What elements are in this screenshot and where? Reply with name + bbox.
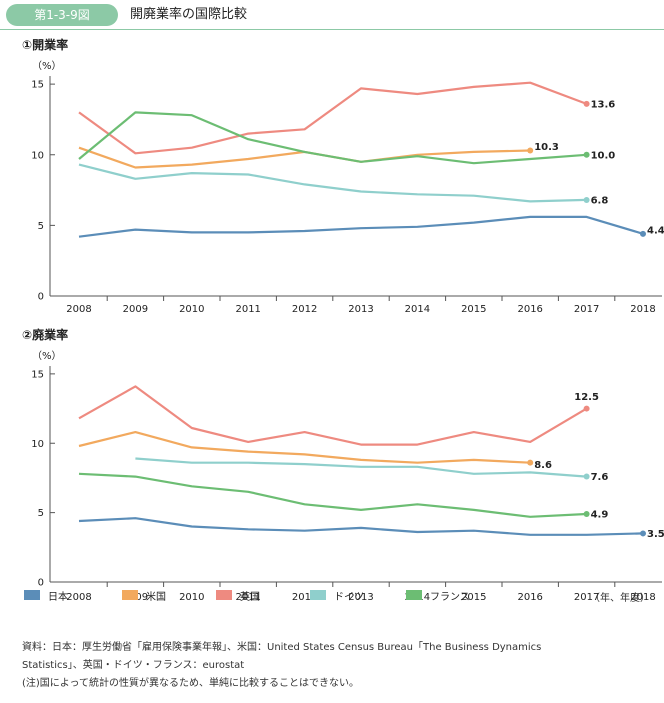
closing-series-line-uk <box>78 385 588 446</box>
legend-item-uk: 英国 <box>216 585 260 605</box>
opening-chart-title: ①開業率 <box>22 37 68 52</box>
opening-series-line-france <box>78 111 587 165</box>
opening-series-endpoint-usa <box>527 147 534 154</box>
figure-number-badge: 第1-3-9図 <box>6 4 118 26</box>
legend-item-france: フランス <box>406 585 470 605</box>
opening-series-line-uk <box>78 81 587 155</box>
opening-y-unit: （%） <box>32 60 62 72</box>
closing-x-tick-label: 2013 <box>348 592 373 603</box>
opening-x-tick-label: 2013 <box>348 304 373 315</box>
closing-data-label-france: 4.9 <box>591 510 609 521</box>
closing-y-tick-label: 15 <box>31 369 44 380</box>
opening-series-endpoint-uk <box>583 100 590 107</box>
closing-x-tick-label: 2011 <box>235 592 260 603</box>
opening-series-line-usa <box>78 146 531 169</box>
opening-x-tick-label: 2016 <box>517 304 542 315</box>
closing-y-unit: （%） <box>32 350 62 362</box>
closing-series-endpoint-france <box>583 511 590 518</box>
legend-swatch-usa <box>122 590 138 600</box>
opening-series-endpoint-japan <box>640 230 646 237</box>
legend-label-france: フランス <box>430 591 470 603</box>
opening-series-endpoint-france <box>583 151 590 158</box>
year-unit-note: （年、年度） <box>590 593 650 604</box>
caveat-note: (注)国によって統計の性質が異なるため、単純に比較することはできない。 <box>22 678 360 689</box>
closing-chart-title: ②廃業率 <box>22 327 68 342</box>
closing-series-endpoint-germany <box>583 473 590 480</box>
chart-legend: 日本 米国 英国 ドイツ フランス <box>24 585 484 605</box>
opening-x-tick-label: 2018 <box>630 304 655 315</box>
opening-x-tick-label: 2015 <box>461 304 486 315</box>
opening-x-tick-label: 2012 <box>292 304 317 315</box>
opening-y-tick-label: 15 <box>31 80 44 91</box>
closing-y-tick-label: 0 <box>38 578 44 589</box>
figure-header: 第1-3-9図 開廃業率の国際比較 <box>0 0 664 30</box>
closing-series-endpoint-uk <box>583 405 590 412</box>
closing-x-tick-label: 2016 <box>517 592 542 603</box>
legend-label-japan: 日本 <box>48 591 68 603</box>
legend-label-uk: 英国 <box>240 591 260 603</box>
opening-series-line-japan <box>78 215 644 238</box>
legend-swatch-germany <box>310 590 326 600</box>
closing-x-tick-label: 2015 <box>461 592 486 603</box>
opening-data-label-france: 10.0 <box>591 150 616 161</box>
opening-data-label-germany: 6.8 <box>591 195 609 206</box>
closing-y-tick-label: 10 <box>31 439 44 450</box>
closing-x-tick-label: 2008 <box>66 592 91 603</box>
opening-y-tick-label: 10 <box>31 150 44 161</box>
opening-x-tick-label: 2017 <box>574 304 599 315</box>
figure-title: 開廃業率の国際比較 <box>130 7 248 22</box>
closing-x-tick-label: 2018 <box>630 592 655 603</box>
opening-data-label-japan: 4.4 <box>647 225 664 236</box>
legend-swatch-france <box>406 590 422 600</box>
opening-y-tick-label: 5 <box>38 221 44 232</box>
closing-series-endpoint-usa <box>527 459 534 466</box>
closing-series-line-usa <box>78 431 531 464</box>
header-divider <box>0 29 664 30</box>
legend-item-usa: 米国 <box>122 585 166 605</box>
opening-x-tick-label: 2011 <box>235 304 260 315</box>
legend-item-japan: 日本 <box>24 585 68 605</box>
closing-data-label-usa: 8.6 <box>534 460 552 471</box>
closing-y-tick-label: 5 <box>38 508 44 519</box>
legend-label-germany: ドイツ <box>334 591 364 603</box>
opening-y-tick-label: 0 <box>38 292 44 303</box>
opening-x-tick-label: 2009 <box>123 304 148 315</box>
closing-series-line-germany <box>135 457 587 478</box>
opening-data-label-uk: 13.6 <box>591 99 616 110</box>
closing-data-label-japan: 3.5 <box>647 529 664 540</box>
closing-data-label-uk: 12.5 <box>574 392 599 403</box>
closing-data-label-germany: 7.6 <box>591 472 609 483</box>
closing-x-tick-label: 2017 <box>574 592 599 603</box>
source-note-line1: 資料：日本：厚生労働省「雇用保険事業年報」、米国：United States C… <box>22 642 542 653</box>
closing-series-endpoint-japan <box>640 530 646 537</box>
legend-swatch-japan <box>24 590 40 600</box>
legend-label-usa: 米国 <box>146 591 166 603</box>
closing-x-tick-label: 2010 <box>179 592 204 603</box>
source-note-line2: Statistics」、英国・ドイツ・フランス：eurostat <box>22 660 245 671</box>
opening-series-endpoint-germany <box>583 196 590 203</box>
opening-data-label-usa: 10.3 <box>534 142 559 153</box>
opening-series-line-germany <box>78 163 587 203</box>
closing-series-line-france <box>78 472 587 518</box>
opening-x-tick-label: 2010 <box>179 304 204 315</box>
closing-series-line-japan <box>78 517 644 536</box>
legend-item-germany: ドイツ <box>310 585 364 605</box>
legend-swatch-uk <box>216 590 232 600</box>
closing-x-tick-label: 2012 <box>292 592 317 603</box>
opening-x-tick-label: 2008 <box>66 304 91 315</box>
opening-x-tick-label: 2014 <box>405 304 430 315</box>
